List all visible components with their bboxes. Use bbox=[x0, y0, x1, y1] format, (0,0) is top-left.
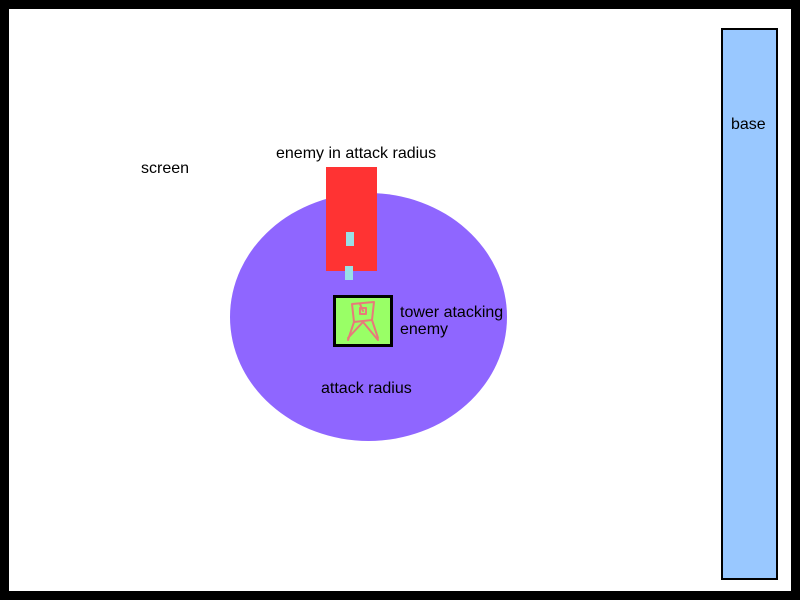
tower-figure-icon bbox=[347, 301, 379, 341]
base: base bbox=[721, 28, 778, 580]
enemy bbox=[326, 167, 377, 271]
projectile bbox=[346, 232, 354, 246]
tower bbox=[333, 295, 393, 347]
tower-label: tower atacking enemy bbox=[400, 304, 504, 338]
attack-radius-label: attack radius bbox=[321, 380, 412, 397]
enemy-label: enemy in attack radius bbox=[276, 145, 437, 162]
screen-label: screen bbox=[141, 160, 190, 177]
base-label: base bbox=[731, 116, 766, 133]
projectile bbox=[345, 266, 353, 280]
